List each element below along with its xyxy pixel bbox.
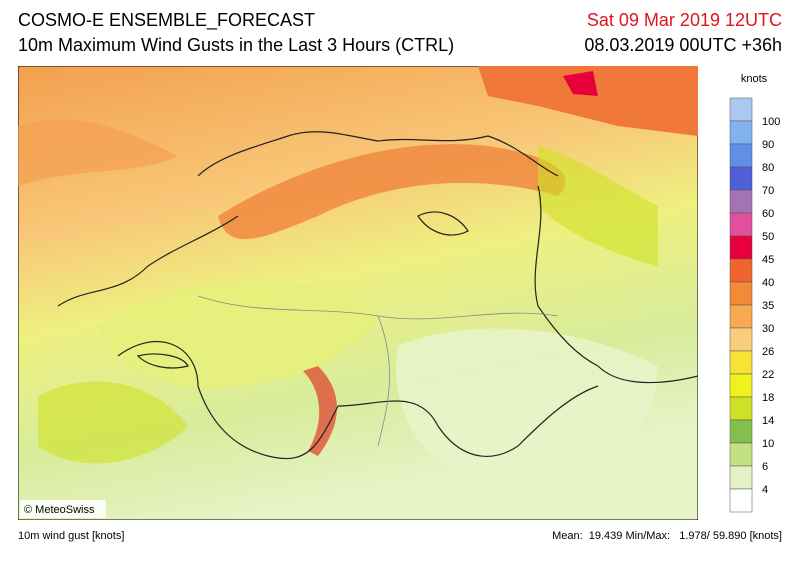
legend-swatch [729, 281, 753, 306]
legend-label: 35 [762, 300, 774, 312]
legend-swatch [729, 396, 753, 421]
legend-swatch [729, 304, 753, 329]
legend-label: 26 [762, 346, 774, 358]
legend-label: 30 [762, 323, 774, 335]
legend-label: 22 [762, 369, 774, 381]
legend-swatch [729, 189, 753, 214]
legend-label: 80 [762, 162, 774, 174]
legend-swatch [729, 373, 753, 398]
legend-label: 60 [762, 208, 774, 220]
legend-label: 18 [762, 392, 774, 404]
legend-label: 45 [762, 254, 774, 266]
legend-swatch [729, 350, 753, 375]
legend-swatch [729, 166, 753, 191]
legend-swatch [729, 97, 753, 122]
legend-label: 90 [762, 139, 774, 151]
legend-label: 40 [762, 277, 774, 289]
map: © MeteoSwiss [18, 66, 698, 520]
footer-stats: Mean: 19.439 Min/Max: 1.978/ 59.890 [kno… [552, 530, 782, 542]
legend-label: 10 [762, 438, 774, 450]
legend-swatch [729, 143, 753, 168]
credit: © MeteoSwiss [24, 504, 95, 516]
legend-swatch [729, 327, 753, 352]
run-time: 08.03.2019 00UTC +36h [584, 35, 782, 55]
legend-label: 100 [762, 116, 780, 128]
legend-label: 70 [762, 185, 774, 197]
legend-swatch [729, 235, 753, 260]
legend-label: 50 [762, 231, 774, 243]
valid-time: Sat 09 Mar 2019 12UTC [586, 10, 782, 30]
legend-label: 4 [762, 484, 768, 496]
legend-swatch [729, 212, 753, 237]
legend-label: 6 [762, 461, 768, 473]
legend-swatch [729, 419, 753, 444]
subtitle: 10m Maximum Wind Gusts in the Last 3 Hou… [18, 35, 455, 55]
legend-title: knots [741, 73, 768, 85]
footer-variable: 10m wind gust [knots] [18, 530, 125, 542]
legend-swatch [729, 465, 753, 490]
legend-swatch [729, 258, 753, 283]
legend-swatch [729, 120, 753, 145]
legend-swatch [729, 488, 753, 513]
title: COSMO-E ENSEMBLE_FORECAST [18, 10, 316, 30]
legend: knots 100 90 80 70 60 50 45 40 35 30 26 22 18 14 10 6 4 [729, 73, 780, 513]
legend-label: 14 [762, 415, 774, 427]
legend-swatch [729, 442, 753, 467]
